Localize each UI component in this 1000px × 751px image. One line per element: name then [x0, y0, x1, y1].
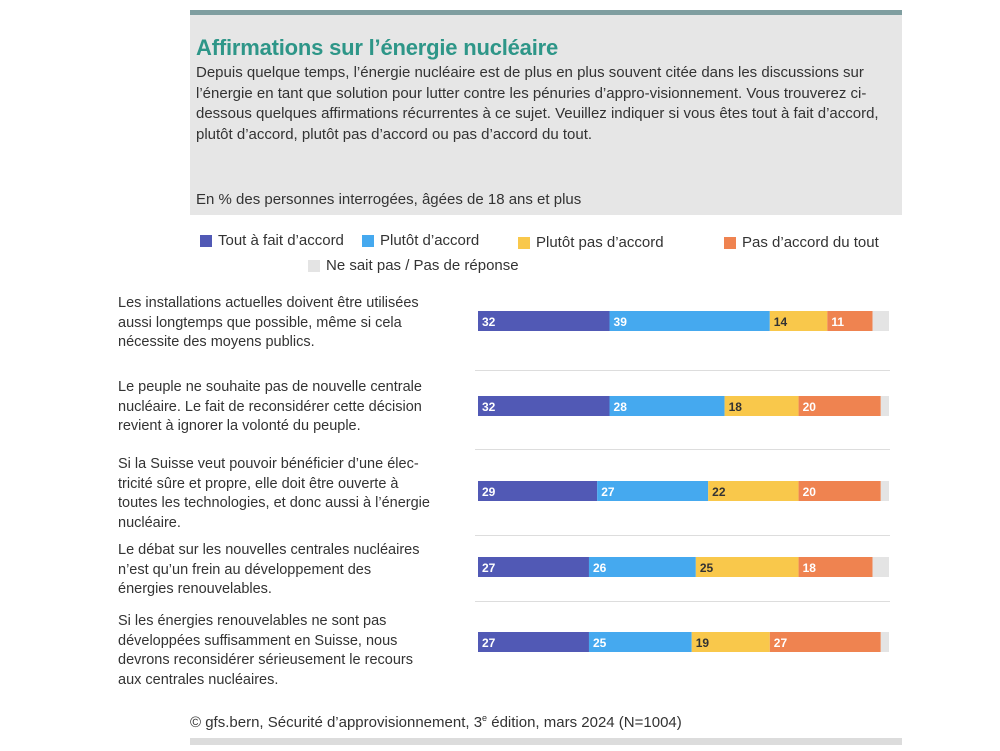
source-superscript: e	[482, 713, 488, 723]
source-text-start: © gfs.bern, Sécurité d’approvisionnement…	[190, 714, 483, 731]
row-label-4: Le débat sur les nouvelles centrales nuc…	[118, 541, 468, 600]
bar-plutot-pas-daccord-row-1	[769, 311, 828, 331]
bar-pas-daccord-du-tout-row-1	[827, 311, 873, 331]
bar-pas-daccord-du-tout-row-3	[798, 481, 881, 501]
data-label-tout-a-fait-daccord-row-1: 32	[482, 315, 496, 329]
row-label-line: n’est qu’un frein au développement des	[118, 561, 372, 578]
bar-plutot-pas-daccord-row-4	[695, 557, 799, 577]
data-label-plutot-daccord-row-3: 27	[601, 485, 615, 499]
row-divider	[475, 601, 890, 602]
legend-label-ne-sait-pas: Ne sait pas / Pas de réponse	[326, 257, 519, 274]
data-label-plutot-pas-daccord-row-2: 18	[729, 400, 743, 414]
row-label-line: Si la Suisse veut pouvoir bénéficier d’u…	[118, 456, 419, 472]
bar-plutot-pas-daccord-row-5	[691, 632, 770, 652]
data-label-pas-daccord-du-tout-row-3: 20	[803, 485, 817, 499]
legend-label-plutot-pas-daccord: Plutôt pas d’accord	[536, 234, 664, 251]
bar-pas-daccord-du-tout-row-5	[769, 632, 881, 652]
legend-swatch-pas-daccord-du-tout	[724, 237, 736, 249]
data-label-pas-daccord-du-tout-row-2: 20	[803, 400, 817, 414]
bar-pas-daccord-du-tout-row-4	[798, 557, 873, 577]
bar-plutot-daccord-row-3	[597, 481, 709, 501]
chart-intro: Depuis quelque temps, l’énergie nucléair…	[196, 64, 879, 143]
bar-plutot-daccord-row-2	[609, 396, 725, 416]
legend-swatch-tout-a-fait-daccord	[200, 235, 212, 247]
source-note: © gfs.bern, Sécurité d’approvisionnement…	[190, 713, 682, 731]
bar-ne-sait-pas-row-4	[872, 557, 889, 577]
bar-ne-sait-pas-row-2	[880, 396, 889, 416]
row-label-line: Le débat sur les nouvelles centrales nuc…	[118, 542, 420, 558]
data-label-plutot-pas-daccord-row-3: 22	[712, 485, 726, 499]
row-label-line: toutes les technologies, et donc aussi à…	[118, 495, 430, 511]
row-label-line: Les installations actuelles doivent être…	[118, 295, 419, 311]
row-label-line: nucléaire.	[118, 514, 181, 531]
row-label-line: aux centrales nucléaires.	[118, 671, 279, 688]
bar-tout-a-fait-daccord-row-3	[478, 481, 598, 501]
data-label-tout-a-fait-daccord-row-4: 27	[482, 561, 496, 575]
header-box: Affirmations sur l’énergie nucléaire Dep…	[190, 10, 902, 215]
data-label-pas-daccord-du-tout-row-1: 11	[831, 315, 844, 329]
chart-title: Affirmations sur l’énergie nucléaire	[196, 35, 559, 60]
row-divider	[475, 370, 890, 371]
legend-swatch-plutot-pas-daccord	[518, 237, 530, 249]
bar-tout-a-fait-daccord-row-2	[478, 396, 610, 416]
data-label-plutot-daccord-row-2: 28	[614, 400, 628, 414]
bar-ne-sait-pas-row-1	[872, 311, 889, 331]
bar-tout-a-fait-daccord-row-1	[478, 311, 610, 331]
data-label-plutot-pas-daccord-row-1: 14	[774, 315, 788, 329]
row-label-line: aussi longtemps que possible, même si ce…	[118, 314, 402, 331]
data-label-plutot-daccord-row-4: 26	[593, 561, 607, 575]
bar-plutot-pas-daccord-row-3	[708, 481, 799, 501]
data-label-tout-a-fait-daccord-row-5: 27	[482, 636, 496, 650]
row-label-line: énergies renouvelables.	[118, 581, 272, 597]
data-label-plutot-pas-daccord-row-4: 25	[700, 561, 714, 575]
data-label-tout-a-fait-daccord-row-2: 32	[482, 400, 496, 414]
bar-tout-a-fait-daccord-row-5	[478, 632, 589, 652]
source-text-end: édition, mars 2024 (N=1004)	[487, 714, 682, 731]
bar-ne-sait-pas-row-3	[880, 481, 889, 501]
data-label-plutot-daccord-row-1: 39	[614, 315, 628, 329]
row-label-line: Si les énergies renouvelables ne sont pa…	[118, 613, 387, 629]
row-divider	[475, 449, 890, 450]
row-label-line: développées suffisamment en Suisse, nous	[118, 632, 398, 649]
row-label-3: Si la Suisse veut pouvoir bénéficier d’u…	[118, 455, 468, 533]
bottom-rule	[190, 738, 902, 745]
legend-swatch-ne-sait-pas	[308, 260, 320, 272]
row-divider	[475, 535, 890, 536]
legend-label-tout-a-fait-daccord: Tout à fait d’accord	[218, 232, 344, 249]
row-label-line: Le peuple ne souhaite pas de nouvelle ce…	[118, 379, 422, 395]
row-label-2: Le peuple ne souhaite pas de nouvelle ce…	[118, 378, 468, 437]
row-label-line: devrons reconsidérer sérieusement le rec…	[118, 652, 413, 668]
data-label-pas-daccord-du-tout-row-5: 27	[774, 636, 788, 650]
bar-pas-daccord-du-tout-row-2	[798, 396, 881, 416]
bar-plutot-pas-daccord-row-2	[724, 396, 799, 416]
row-label-line: revient à ignorer la volonté du peuple.	[118, 418, 361, 434]
data-label-plutot-daccord-row-5: 25	[593, 636, 607, 650]
chart-unit: En % des personnes interrogées, âgées de…	[196, 191, 582, 208]
bar-plutot-daccord-row-5	[588, 632, 692, 652]
bar-tout-a-fait-daccord-row-4	[478, 557, 589, 577]
data-label-tout-a-fait-daccord-row-3: 29	[482, 485, 496, 499]
data-label-pas-daccord-du-tout-row-4: 18	[803, 561, 817, 575]
data-label-plutot-pas-daccord-row-5: 19	[696, 636, 710, 650]
bar-plutot-daccord-row-4	[588, 557, 696, 577]
bar-ne-sait-pas-row-5	[880, 632, 889, 652]
row-label-1: Les installations actuelles doivent être…	[118, 294, 468, 353]
row-label-5: Si les énergies renouvelables ne sont pa…	[118, 612, 468, 690]
legend-label-plutot-daccord: Plutôt d’accord	[380, 232, 480, 249]
bar-plutot-daccord-row-1	[609, 311, 770, 331]
row-label-line: tricité sûre et propre, elle doit être o…	[118, 475, 399, 492]
legend-label-pas-daccord-du-tout: Pas d’accord du tout	[742, 234, 879, 251]
row-label-line: nécessite des moyens publics.	[118, 334, 315, 350]
row-label-line: nucléaire. Le fait de reconsidérer cette…	[118, 398, 422, 415]
legend-swatch-plutot-daccord	[362, 235, 374, 247]
